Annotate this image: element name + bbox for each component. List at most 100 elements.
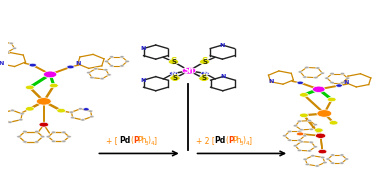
- Circle shape: [69, 111, 74, 113]
- Circle shape: [297, 81, 304, 84]
- Text: ]: ]: [153, 136, 156, 145]
- Circle shape: [344, 158, 349, 160]
- Text: (: (: [226, 136, 229, 145]
- Circle shape: [305, 66, 309, 69]
- Circle shape: [330, 73, 334, 75]
- Text: N: N: [141, 46, 146, 51]
- Circle shape: [0, 112, 4, 114]
- Circle shape: [315, 133, 326, 138]
- Circle shape: [90, 116, 94, 118]
- Circle shape: [318, 149, 327, 154]
- Text: P: P: [133, 136, 139, 145]
- Circle shape: [317, 110, 332, 117]
- Circle shape: [298, 71, 302, 73]
- Circle shape: [39, 122, 49, 127]
- Circle shape: [10, 109, 15, 111]
- Circle shape: [199, 76, 209, 81]
- Circle shape: [313, 124, 318, 126]
- Circle shape: [297, 149, 302, 151]
- Circle shape: [23, 130, 27, 133]
- Circle shape: [25, 107, 34, 111]
- Circle shape: [170, 76, 180, 81]
- Text: + 2 [: + 2 [: [197, 136, 215, 145]
- Circle shape: [303, 158, 307, 160]
- Text: S: S: [170, 57, 177, 66]
- Circle shape: [200, 59, 210, 64]
- Circle shape: [0, 41, 3, 43]
- Circle shape: [46, 136, 51, 138]
- Circle shape: [9, 42, 14, 44]
- Circle shape: [282, 135, 287, 137]
- Text: N: N: [202, 71, 208, 76]
- Circle shape: [287, 139, 292, 141]
- Text: N: N: [220, 43, 225, 47]
- Circle shape: [315, 165, 319, 167]
- Circle shape: [23, 141, 27, 143]
- Circle shape: [299, 93, 308, 97]
- Circle shape: [8, 121, 12, 123]
- Circle shape: [320, 72, 325, 74]
- Text: Pd: Pd: [214, 136, 226, 145]
- Circle shape: [70, 117, 75, 119]
- Circle shape: [43, 71, 57, 78]
- Text: S: S: [202, 59, 207, 65]
- Text: S: S: [201, 57, 208, 66]
- Circle shape: [17, 136, 21, 138]
- Circle shape: [326, 158, 330, 160]
- Circle shape: [62, 131, 66, 133]
- Circle shape: [316, 67, 320, 69]
- Circle shape: [90, 76, 94, 79]
- Circle shape: [20, 113, 24, 115]
- Text: Sn: Sn: [184, 66, 195, 75]
- Circle shape: [330, 154, 335, 156]
- Circle shape: [309, 141, 313, 143]
- Circle shape: [297, 130, 302, 133]
- Text: Ph: Ph: [232, 136, 242, 145]
- Circle shape: [314, 76, 318, 79]
- Text: N: N: [268, 79, 273, 84]
- Circle shape: [327, 97, 336, 102]
- Circle shape: [314, 128, 323, 132]
- Circle shape: [67, 136, 71, 138]
- Text: 3: 3: [145, 141, 148, 146]
- Text: S: S: [201, 74, 207, 83]
- Circle shape: [0, 118, 3, 120]
- Text: S: S: [201, 76, 206, 81]
- Circle shape: [302, 135, 307, 137]
- Circle shape: [330, 162, 335, 164]
- Circle shape: [100, 78, 104, 80]
- Circle shape: [78, 108, 83, 110]
- Circle shape: [5, 51, 10, 53]
- Circle shape: [19, 119, 23, 121]
- Circle shape: [168, 59, 179, 64]
- Text: N: N: [0, 61, 4, 66]
- Circle shape: [107, 74, 111, 76]
- Circle shape: [305, 163, 310, 166]
- Circle shape: [201, 71, 209, 76]
- Circle shape: [104, 69, 108, 71]
- Circle shape: [81, 119, 85, 121]
- Circle shape: [67, 65, 74, 69]
- Circle shape: [50, 83, 58, 88]
- Circle shape: [293, 125, 297, 127]
- Circle shape: [104, 60, 108, 62]
- Circle shape: [313, 146, 318, 148]
- Circle shape: [311, 155, 315, 157]
- Text: + [: + [: [106, 136, 118, 145]
- Circle shape: [109, 65, 114, 67]
- Circle shape: [345, 77, 350, 79]
- Circle shape: [299, 113, 308, 118]
- Circle shape: [293, 145, 297, 147]
- Circle shape: [62, 140, 66, 142]
- Circle shape: [93, 68, 98, 70]
- Circle shape: [83, 108, 89, 111]
- Text: 4: 4: [246, 141, 249, 146]
- Circle shape: [287, 130, 292, 133]
- Circle shape: [299, 129, 304, 131]
- Text: ): ): [147, 136, 150, 145]
- Text: N: N: [75, 61, 81, 66]
- Circle shape: [309, 128, 313, 130]
- Circle shape: [120, 56, 124, 58]
- Circle shape: [34, 130, 39, 133]
- Circle shape: [299, 141, 304, 143]
